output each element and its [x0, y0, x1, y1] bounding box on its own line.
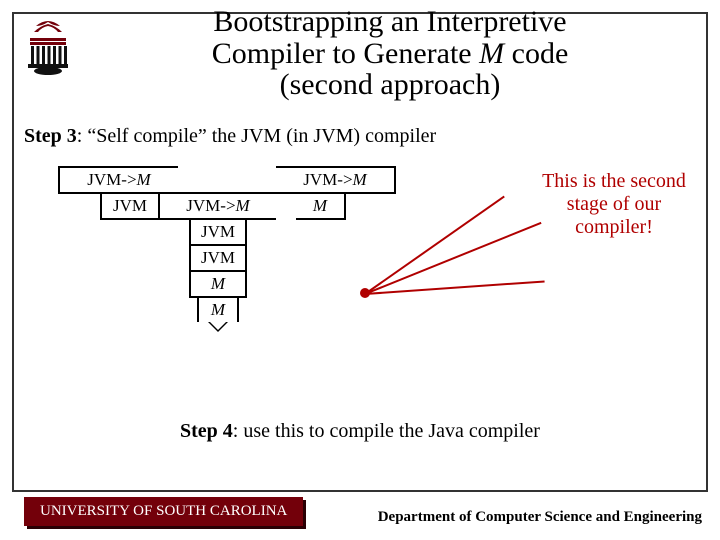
annotation-text: This is the second stage of our compiler… — [524, 170, 704, 239]
footer-department: Department of Computer Science and Engin… — [378, 509, 702, 526]
step4-text: Step 4: use this to compile the Java com… — [180, 420, 540, 443]
slide-title: Bootstrapping an Interpretive Compiler t… — [90, 6, 690, 101]
result-impl: M — [296, 194, 346, 220]
step4-label: Step 4 — [180, 420, 233, 442]
title-line2: Compiler to Generate M code — [90, 38, 690, 70]
title-line1: Bootstrapping an Interpretive — [90, 6, 690, 38]
tombstone-diagram: JVM->M JVM JVM->M JVM JVM->M M JVM M M — [58, 160, 458, 390]
machine-m: M — [197, 296, 239, 332]
title-line3: (second approach) — [90, 69, 690, 101]
bootstrap-impl: JVM — [189, 220, 247, 246]
source-impl: JVM — [100, 194, 158, 220]
footer-university: UNIVERSITY OF SOUTH CAROLINA — [24, 497, 303, 526]
usc-logo — [20, 20, 76, 76]
step3-text: Step 3: “Self compile” the JVM (in JVM) … — [24, 125, 436, 148]
jvm-interpreter: JVM M — [189, 244, 247, 298]
result-compiler: JVM->M M — [276, 166, 396, 220]
step3-label: Step 3 — [24, 125, 77, 147]
bootstrap-compiler: JVM->M JVM — [158, 192, 278, 246]
